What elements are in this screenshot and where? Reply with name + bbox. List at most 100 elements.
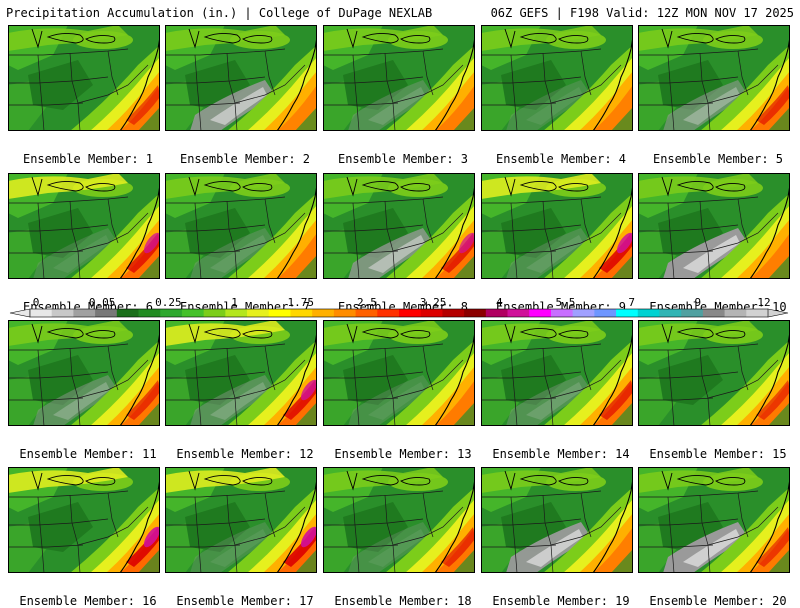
- precip-map: [481, 173, 633, 279]
- colorbar-swatch: [290, 309, 313, 317]
- ensemble-member-panel: Ensemble Member: 4: [481, 25, 641, 166]
- colorbar-tick-label: 9: [695, 296, 702, 309]
- ensemble-member-panel: Ensemble Member: 5: [638, 25, 798, 166]
- precip-map: [8, 320, 160, 426]
- precip-map: [8, 173, 160, 279]
- precip-map: [323, 25, 475, 131]
- colorbar-swatch: [116, 309, 139, 317]
- member-label: Ensemble Member: 5: [652, 152, 784, 166]
- colorbar-swatch: [377, 309, 400, 317]
- ensemble-member-panel: Ensemble Member: 15: [638, 320, 798, 461]
- ensemble-member-panel: Ensemble Member: 20: [638, 467, 798, 608]
- colorbar-swatch: [268, 309, 291, 317]
- colorbar-swatch: [485, 309, 508, 317]
- precip-map: [481, 467, 633, 573]
- colorbar-swatch: [572, 309, 595, 317]
- colorbar-swatch: [160, 309, 183, 317]
- colorbar-tick-label: 0.25: [155, 296, 182, 309]
- ensemble-member-panel: Ensemble Member: 13: [323, 320, 483, 461]
- colorbar-swatch: [312, 309, 335, 317]
- precip-map: [638, 320, 790, 426]
- colorbar-swatch: [181, 309, 205, 317]
- precip-map: [8, 25, 160, 131]
- colorbar-swatch: [746, 309, 769, 317]
- ensemble-member-panel: Ensemble Member: 11: [8, 320, 168, 461]
- ensemble-member-panel: Ensemble Member: 1: [8, 25, 168, 166]
- member-label: Ensemble Member: 20: [649, 594, 787, 608]
- colorbar-tick-label: 0: [33, 296, 40, 309]
- ensemble-member-panel: Ensemble Member: 17: [165, 467, 325, 608]
- colorbar-tick-label: 1.75: [287, 296, 314, 309]
- precip-map: [165, 467, 317, 573]
- colorbar-swatch: [203, 309, 226, 317]
- colorbar-swatch: [529, 309, 552, 317]
- member-label: Ensemble Member: 15: [649, 447, 787, 461]
- product-title: Precipitation Accumulation (in.) | Colle…: [6, 6, 433, 20]
- colorbar-swatch: [681, 309, 704, 317]
- colorbar-swatch: [51, 309, 74, 317]
- colorbar-swatch: [550, 309, 574, 317]
- member-label: Ensemble Member: 2: [179, 152, 311, 166]
- member-label: Ensemble Member: 12: [176, 447, 314, 461]
- colorbar-tick-label: 7: [628, 296, 635, 309]
- member-label: Ensemble Member: 16: [19, 594, 157, 608]
- member-label: Ensemble Member: 3: [337, 152, 469, 166]
- member-label: Ensemble Member: 11: [19, 447, 157, 461]
- precip-map: [323, 320, 475, 426]
- ensemble-member-panel: Ensemble Member: 2: [165, 25, 325, 166]
- ensemble-member-panel: Ensemble Member: 7: [165, 173, 325, 314]
- precip-map: [323, 173, 475, 279]
- colorbar-swatch: [247, 309, 270, 317]
- precip-map: [481, 25, 633, 131]
- colorbar-swatch: [355, 309, 378, 317]
- colorbar-swatch: [333, 309, 356, 317]
- colorbar-swatch: [442, 309, 465, 317]
- precip-map: [638, 467, 790, 573]
- colorbar-swatch: [464, 309, 487, 317]
- colorbar-tick-label: 0.05: [89, 296, 116, 309]
- colorbar-tick-label: 2.5: [357, 296, 377, 309]
- ensemble-member-panel: Ensemble Member: 19: [481, 467, 641, 608]
- ensemble-member-panel: Ensemble Member: 18: [323, 467, 483, 608]
- colorbar-swatch: [616, 309, 639, 317]
- precip-map: [8, 467, 160, 573]
- ensemble-member-panel: Ensemble Member: 12: [165, 320, 325, 461]
- precip-map: [165, 25, 317, 131]
- colorbar-tick-label: 3.25: [420, 296, 447, 309]
- member-label: Ensemble Member: 19: [492, 594, 630, 608]
- precip-colorbar: 0 0.05 0.25 1 1.75 2.5 3.25 4 5.5 7 9 12: [0, 296, 800, 320]
- colorbar-swatch: [724, 309, 747, 317]
- ensemble-member-panel: Ensemble Member: 16: [8, 467, 168, 608]
- colorbar-swatch: [225, 309, 248, 317]
- colorbar-min-arrow: [9, 308, 31, 318]
- ensemble-member-panel: Ensemble Member: 14: [481, 320, 641, 461]
- ensemble-member-panel: Ensemble Member: 9: [481, 173, 641, 314]
- precip-map: [481, 320, 633, 426]
- member-label: Ensemble Member: 4: [495, 152, 627, 166]
- precip-map: [323, 467, 475, 573]
- colorbar-swatch: [95, 309, 118, 317]
- colorbar-graphic: 0 0.05 0.25 1 1.75 2.5 3.25 4 5.5 7 9 12: [9, 296, 789, 318]
- precip-map: [638, 173, 790, 279]
- colorbar-swatch: [30, 309, 53, 317]
- precip-map: [638, 25, 790, 131]
- colorbar-swatch: [73, 309, 96, 317]
- colorbar-tick-label: 1: [231, 296, 238, 309]
- colorbar-max-arrow: [767, 308, 789, 318]
- colorbar-swatch: [138, 309, 161, 317]
- ensemble-member-panel: Ensemble Member: 8: [323, 173, 483, 314]
- colorbar-swatch: [420, 309, 443, 317]
- member-label: Ensemble Member: 14: [492, 447, 630, 461]
- member-label: Ensemble Member: 13: [334, 447, 472, 461]
- colorbar-swatch: [399, 309, 422, 317]
- colorbar-tick-label: 5.5: [556, 296, 576, 309]
- ensemble-member-panel: Ensemble Member: 3: [323, 25, 483, 166]
- run-valid-time: 06Z GEFS | F198 Valid: 12Z MON NOV 17 20…: [490, 6, 794, 20]
- colorbar-tick-label: 12: [757, 296, 770, 309]
- colorbar-swatch: [507, 309, 530, 317]
- member-label: Ensemble Member: 18: [334, 594, 472, 608]
- precip-map: [165, 320, 317, 426]
- colorbar-swatch: [702, 309, 725, 317]
- ensemble-member-panel: Ensemble Member: 6: [8, 173, 168, 314]
- member-label: Ensemble Member: 1: [22, 152, 154, 166]
